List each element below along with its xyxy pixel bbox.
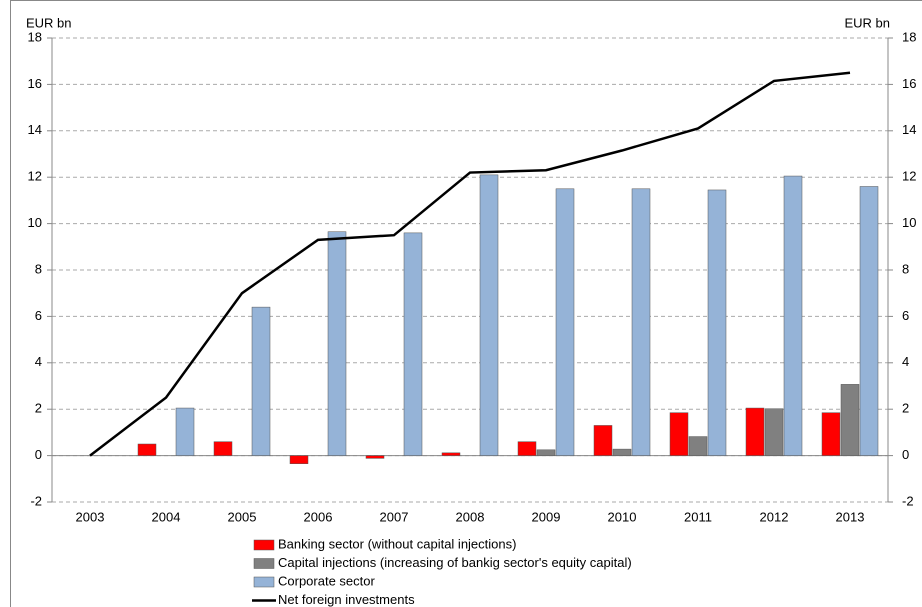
bar bbox=[859, 186, 879, 456]
x-tick-label: 2011 bbox=[684, 509, 712, 524]
y-tick-label: 18 bbox=[28, 29, 42, 44]
legend-label: Corporate sector bbox=[278, 573, 375, 588]
legend-swatch bbox=[253, 558, 275, 569]
y2-tick-label: 10 bbox=[902, 215, 916, 230]
bar bbox=[783, 175, 803, 456]
bar bbox=[688, 436, 708, 456]
y-tick-label: 8 bbox=[35, 261, 42, 276]
bar bbox=[707, 189, 727, 456]
x-tick-label: 2005 bbox=[228, 509, 257, 524]
bar bbox=[840, 384, 860, 456]
y-tick-label: 2 bbox=[35, 401, 42, 416]
bar bbox=[403, 232, 423, 456]
y2-tick-label: 6 bbox=[902, 308, 909, 323]
bar bbox=[612, 448, 632, 456]
bar bbox=[821, 412, 841, 456]
x-tick-label: 2008 bbox=[456, 509, 485, 524]
bar bbox=[555, 188, 575, 456]
y2-tick-label: 8 bbox=[902, 261, 909, 276]
y2-tick-label: 4 bbox=[902, 354, 909, 369]
legend-swatch bbox=[253, 576, 275, 588]
chart-frame bbox=[10, 0, 922, 607]
bar bbox=[631, 188, 651, 456]
y2-tick-label: 0 bbox=[902, 447, 909, 462]
legend-label: Capital injections (increasing of bankig… bbox=[278, 555, 632, 570]
bar bbox=[745, 407, 765, 456]
x-tick-label: 2009 bbox=[532, 509, 561, 524]
bar bbox=[536, 449, 556, 456]
y-tick-label: -2 bbox=[30, 493, 42, 508]
bar bbox=[251, 306, 271, 456]
bar bbox=[365, 455, 385, 459]
y-tick-label: 6 bbox=[35, 308, 42, 323]
x-tick-label: 2010 bbox=[608, 509, 637, 524]
x-tick-label: 2003 bbox=[76, 509, 105, 524]
bar bbox=[764, 408, 784, 456]
y2-tick-label: 14 bbox=[902, 122, 916, 137]
bar bbox=[669, 412, 689, 456]
legend-label: Banking sector (without capital injectio… bbox=[278, 536, 516, 551]
x-tick-label: 2007 bbox=[380, 509, 409, 524]
y-tick-label: 0 bbox=[35, 447, 42, 462]
bar bbox=[517, 441, 537, 456]
x-tick-label: 2004 bbox=[152, 509, 181, 524]
bar bbox=[479, 174, 499, 456]
x-tick-label: 2006 bbox=[304, 509, 333, 524]
bar bbox=[593, 425, 613, 456]
y2-tick-label: 2 bbox=[902, 401, 909, 416]
y-tick-label: 12 bbox=[28, 169, 42, 184]
bar bbox=[175, 407, 195, 456]
y2-tick-label: 18 bbox=[902, 29, 916, 44]
bar bbox=[289, 455, 309, 464]
y2-tick-label: -2 bbox=[902, 493, 914, 508]
y-tick-label: 4 bbox=[35, 354, 42, 369]
y-tick-label: 10 bbox=[28, 215, 42, 230]
y-tick-label: 16 bbox=[28, 76, 42, 91]
y-tick-label: 14 bbox=[28, 122, 42, 137]
line bbox=[89, 71, 851, 457]
bar bbox=[327, 231, 347, 456]
bar bbox=[137, 443, 157, 456]
x-tick-label: 2012 bbox=[760, 509, 789, 524]
x-tick-label: 2013 bbox=[836, 509, 865, 524]
y2-tick-label: 12 bbox=[902, 169, 916, 184]
y2-axis-label: EUR bn bbox=[844, 15, 890, 30]
legend-label: Net foreign investments bbox=[278, 592, 415, 607]
y-axis-label: EUR bn bbox=[26, 15, 72, 30]
bar bbox=[441, 452, 461, 456]
y2-tick-label: 16 bbox=[902, 76, 916, 91]
bar bbox=[213, 441, 233, 456]
legend-swatch bbox=[253, 539, 275, 551]
